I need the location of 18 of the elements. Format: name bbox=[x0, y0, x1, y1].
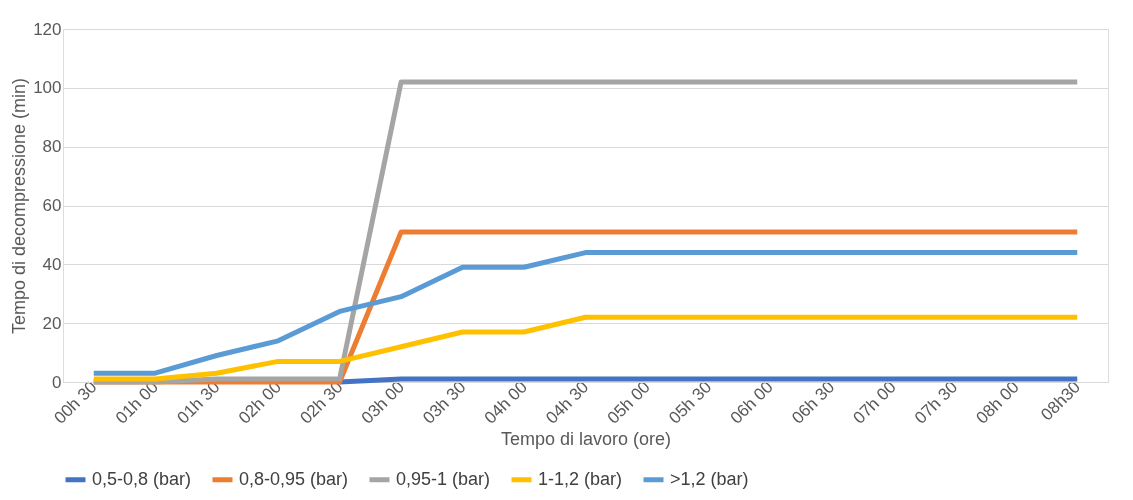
x-tick-label: 08h 00 bbox=[972, 377, 1023, 428]
legend-label: 1-1,2 (bar) bbox=[538, 468, 623, 489]
legend-label: 0,5-0,8 (bar) bbox=[92, 468, 192, 489]
y-tick-label: 40 bbox=[42, 254, 62, 274]
x-tick-label: 06h 00 bbox=[726, 377, 777, 428]
y-axis-title: Tempo di decompressione (min) bbox=[9, 77, 30, 335]
y-tick-label: 20 bbox=[42, 313, 62, 333]
y-tick-label: 120 bbox=[33, 19, 62, 39]
y-tick-label: 60 bbox=[42, 196, 62, 215]
y-tick-label: 100 bbox=[33, 78, 62, 98]
legend-label: 0,95-1 (bar) bbox=[396, 468, 491, 489]
legend-label: 0,8-0,95 (bar) bbox=[239, 468, 349, 489]
x-tick-label: 07h 00 bbox=[849, 377, 900, 428]
y-tick-label: 80 bbox=[42, 137, 62, 157]
legend-label: >1,2 (bar) bbox=[670, 468, 749, 489]
y-tick-label: 0 bbox=[52, 372, 62, 392]
x-axis-title: Tempo di lavoro (ore) bbox=[500, 428, 672, 449]
x-tick-label: 03h 30 bbox=[419, 377, 470, 428]
